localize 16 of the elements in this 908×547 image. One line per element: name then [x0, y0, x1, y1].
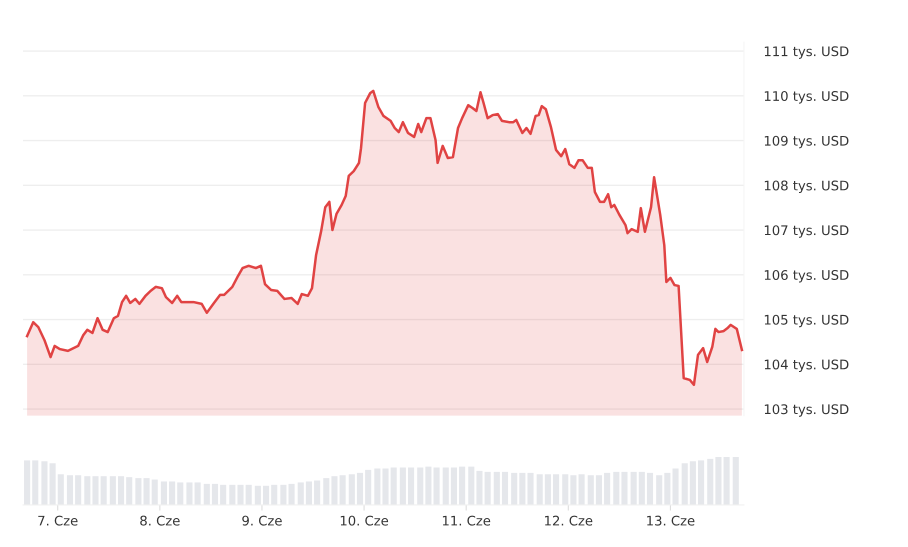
x-tick-label: 12. Cze	[545, 516, 592, 526]
y-tick-label: 106 tys. USD	[764, 270, 848, 283]
y-tick-label: 109 tys. USD	[764, 136, 848, 148]
y-tick-label: 110 tys. USD	[764, 91, 848, 104]
y-tick-label: 108 tys. USD	[764, 180, 848, 194]
y-tick-label: 105 tys. USD	[764, 314, 848, 328]
x-tick-label: 7. Cze	[38, 516, 78, 526]
x-tick-label: 11. Cze	[442, 516, 490, 526]
x-tick-label: 8. Cze	[140, 516, 180, 526]
y-tick-label: 111 tys. USD	[764, 46, 848, 59]
x-tick-label: 10. Cze	[340, 516, 388, 526]
x-tick-label: 9. Cze	[242, 516, 282, 526]
x-tick-label: 13. Cze	[647, 516, 694, 526]
y-tick-label: 104 tys. USD	[764, 359, 848, 372]
y-tick-label: 103 tys. USD	[764, 404, 848, 417]
y-tick-label: 107 tys. USD	[764, 225, 848, 238]
